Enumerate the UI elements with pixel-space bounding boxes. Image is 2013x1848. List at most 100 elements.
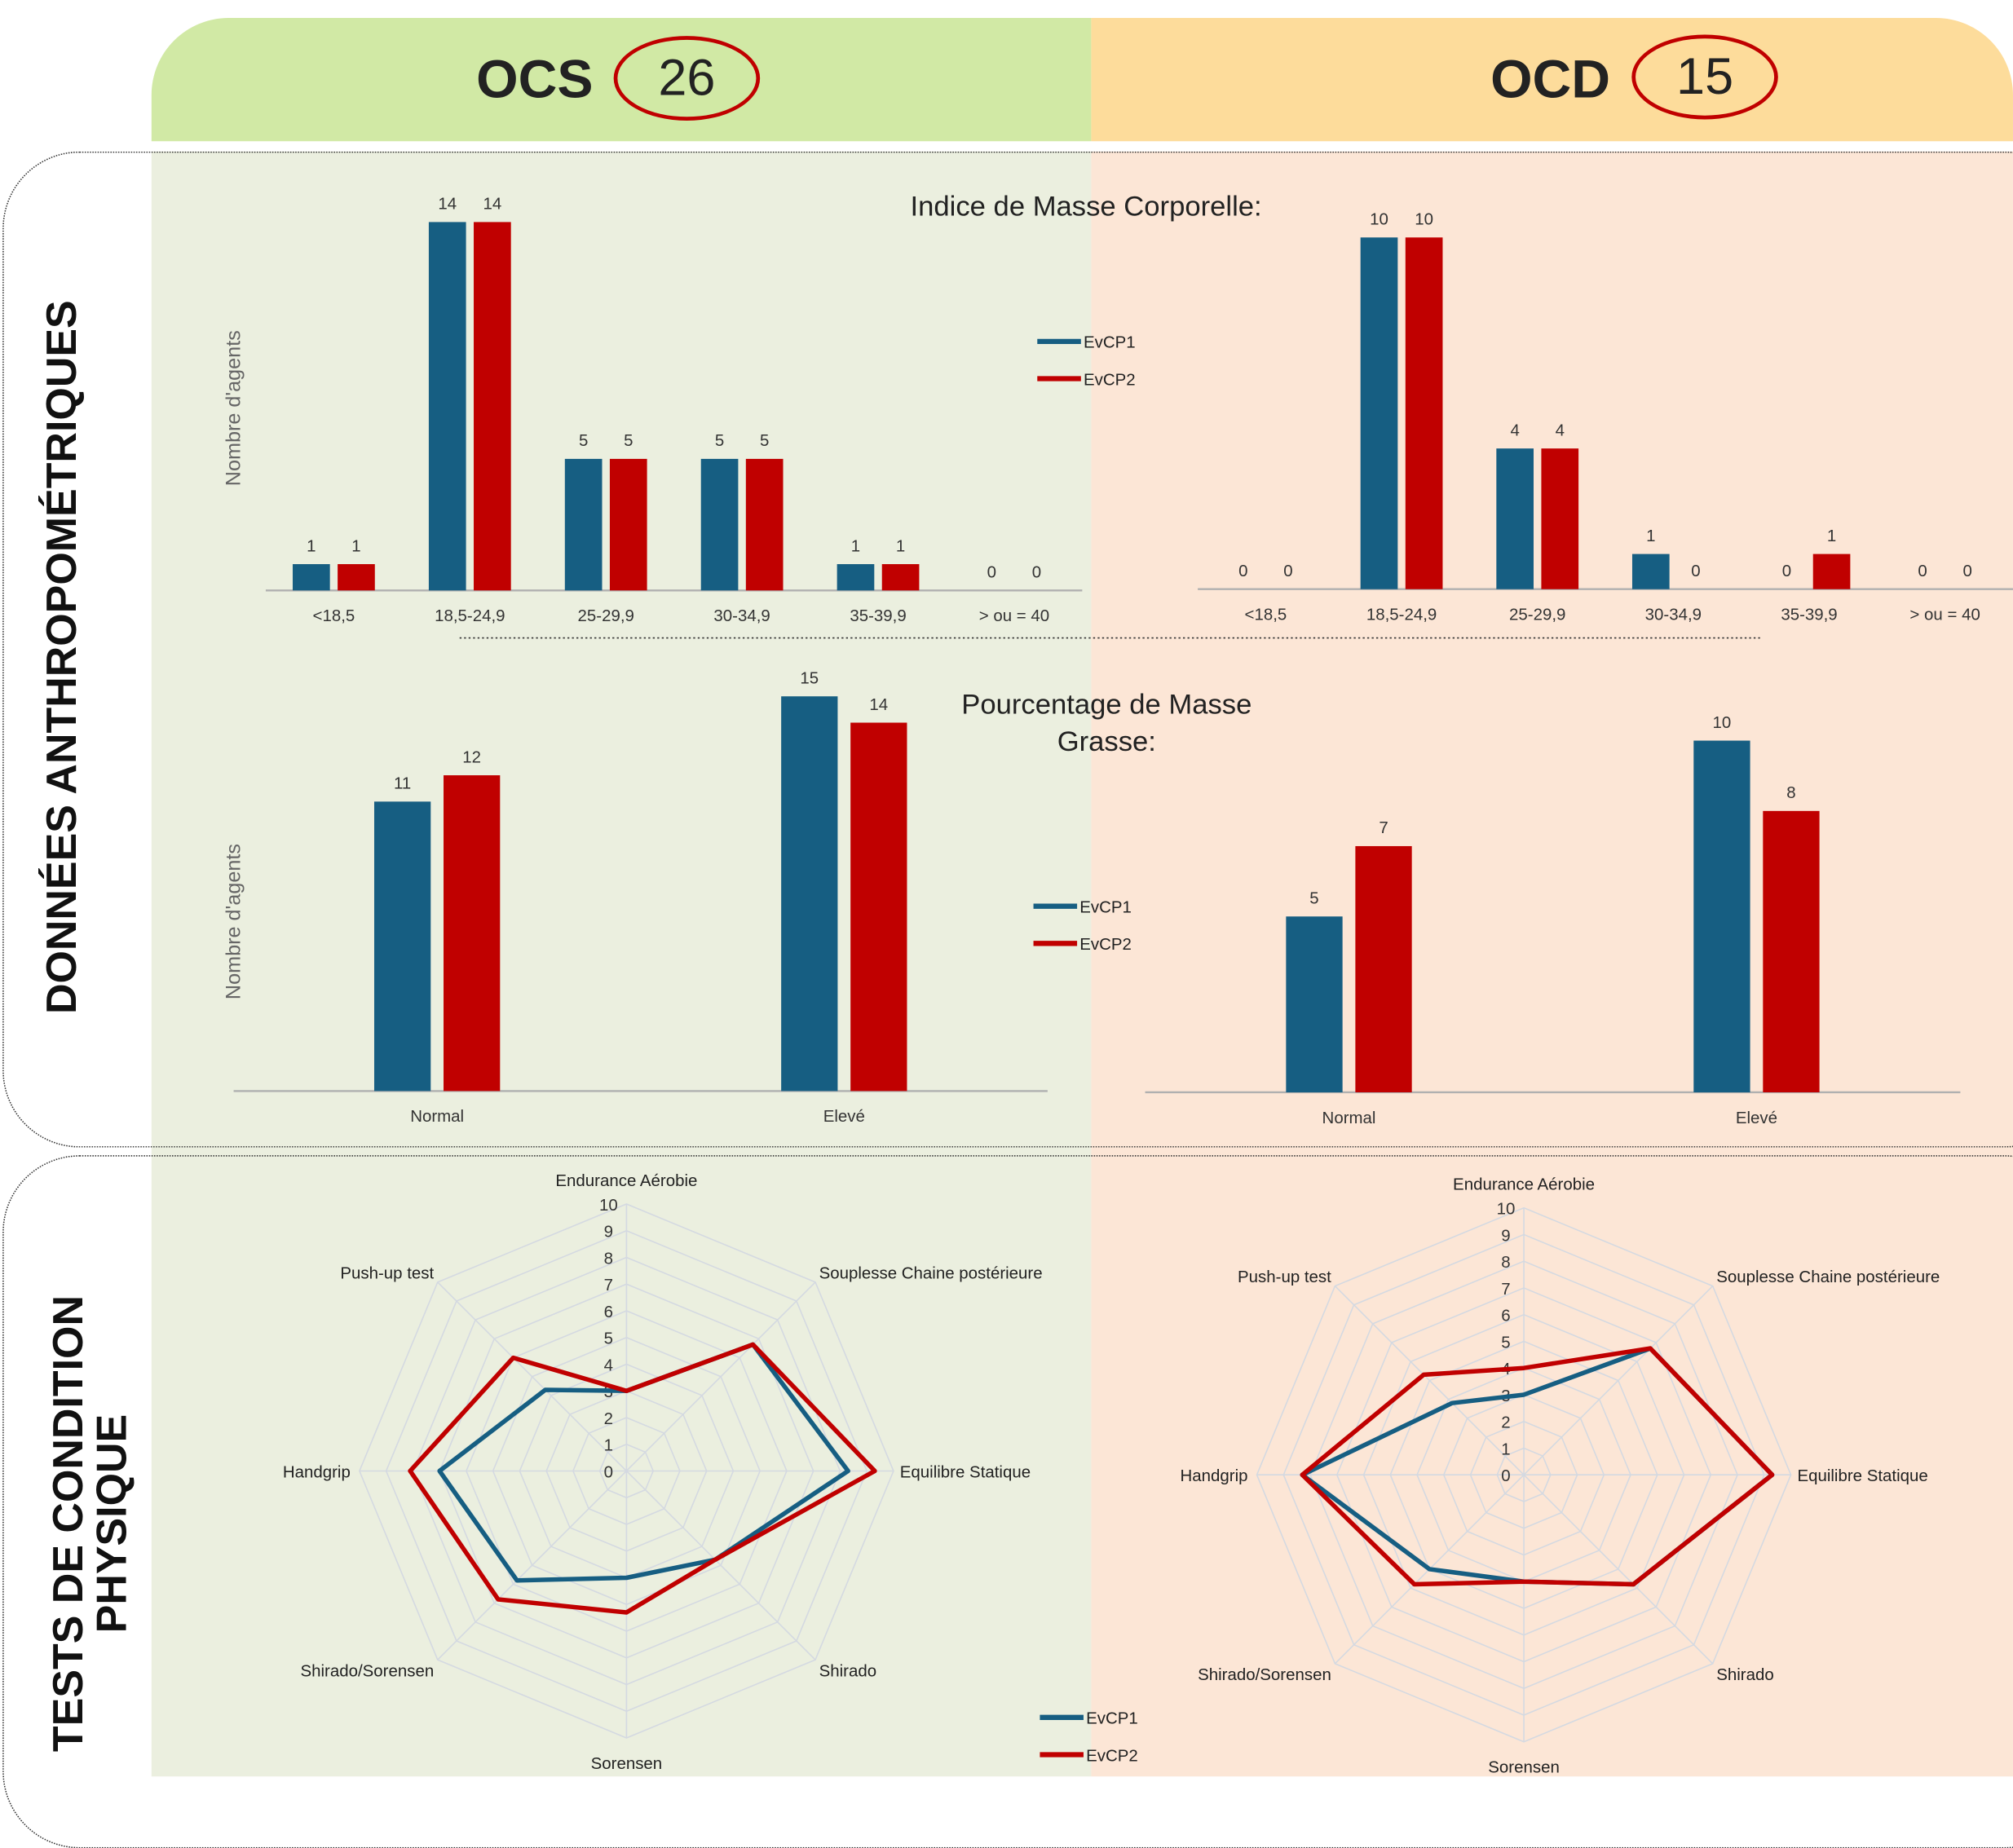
mg-ocs-tick-label: Elevé [823,1107,865,1126]
radar-ocd-tick-label: 10 [1497,1200,1516,1219]
ocs-panel-background [151,151,1092,1777]
imc-ocd-bar-evcp2-4 [1812,554,1851,589]
imc-ocs-tick-label: 30-34,9 [713,606,770,625]
imc-ocs-data-label: 1 [896,536,905,555]
mg-ocd-bar-evcp2-1 [1763,810,1820,1092]
radar-ocs-tick-label: 9 [604,1223,613,1242]
imc-ocd-bar-evcp2-2 [1541,448,1579,589]
imc-ocs-tick-label: 18,5-24,9 [435,606,505,625]
radar-ocd-axis-label: Souplesse Chaine postérieure [1716,1268,1940,1286]
imc-ocd-data-label: 1 [1646,527,1655,545]
radar-ocs-spoke [625,1470,816,1661]
imc-ocd-data-label: 10 [1415,210,1433,229]
imc-ocs-data-label: 14 [438,195,457,214]
radar-ocd-tick-label: 2 [1501,1414,1510,1432]
radar-ocd-axis-label: Sorensen [1488,1758,1560,1777]
radar-ocs-axis-label: Souplesse Chaine postérieure [819,1264,1043,1282]
imc-ocd-data-label: 0 [1691,562,1700,580]
mg-ocs-data-label: 11 [394,774,411,793]
imc-title: Indice de Masse Corporelle: [911,192,1262,223]
radar-ocd-tick-label: 0 [1501,1466,1510,1485]
ocd-panel-background [1091,151,2013,1777]
imc-ocs-bar-evcp1-4 [837,564,875,591]
radar-ocs-series-evcp1 [437,1342,850,1583]
radar-ocd-tick-label: 6 [1501,1307,1510,1325]
imc-ocs-bar-evcp1-0 [293,564,330,591]
ocs-count-badge: 26 [613,36,761,121]
imc-ocs-data-label: 14 [483,195,501,214]
ocd-header [1091,18,2013,142]
imc-ocs-tick-label: <18,5 [313,606,355,625]
mg-ocs-legend-label: EvCP2 [1079,935,1132,954]
radar-ocd-tick-label: 5 [1501,1333,1510,1352]
imc-ocd-tick-label: 18,5-24,9 [1366,606,1437,624]
radar-ocs-tick-label: 0 [604,1462,613,1481]
mg-title-line2: Grasse: [1057,726,1156,757]
radar-ocd-axis-label: Shirado [1716,1665,1774,1684]
imc-ocd-data-label: 0 [1782,562,1791,580]
mg-ocs-bar-evcp2-0 [444,775,501,1092]
mg-title: Pourcentage de Masse [961,689,1252,720]
radar-ocs-series-evcp2 [408,1342,877,1615]
imc-ocd-data-label: 0 [1963,562,1972,580]
imc-ocd-tick-label: 25-29,9 [1509,606,1565,624]
imc-ocd-data-label: 0 [1238,562,1247,580]
ocd-group-name: OCD [1490,48,1611,109]
imc-ocd-bar-evcp1-3 [1631,554,1670,589]
mg-ocd-data-label: 8 [1786,783,1795,802]
radar-ocs-tick-label: 7 [604,1276,613,1294]
imc-ocd-bar-evcp1-1 [1360,237,1398,589]
radar-ocs-tick-label: 5 [604,1330,613,1348]
imc-ocs-tick-label: 25-29,9 [578,606,634,625]
imc-ocs-data-label: 1 [351,536,360,555]
radar-ocd-tick-label: 1 [1501,1440,1510,1458]
mg-ocd-data-label: 7 [1379,818,1388,837]
imc-ocd-tick-label: 35-39,9 [1781,606,1837,624]
imc-ocs-bar-evcp2-0 [338,564,375,591]
mg-ocs-data-label: 15 [800,668,819,687]
imc-ocs-tick-label: > ou = 40 [979,606,1049,625]
mg-ocd-tick-label: Normal [1322,1109,1376,1127]
imc-ocd-data-label: 0 [1918,562,1927,580]
charts-canvas: Indice de Masse Corporelle: Pourcentage … [222,192,2013,1777]
radar-ocd-axis-label: Endurance Aérobie [1453,1175,1595,1194]
radar-ocs-axis-label: Shirado [819,1661,876,1680]
ocd-count-badge: 15 [1631,34,1778,120]
imc-ocs-tick-label: 35-39,9 [850,606,906,625]
radar-ocs-spoke [437,1470,627,1661]
imc-ocd-tick-label: > ou = 40 [1909,606,1980,624]
imc-ocs-data-label: 0 [1032,563,1041,582]
radar-ocd-series-evcp2 [1300,1346,1775,1587]
radar-ocs-legend-label: EvCP2 [1086,1746,1138,1765]
radar-ocs-axis-label: Endurance Aérobie [555,1171,697,1190]
mg-ocs-legend-label: EvCP1 [1079,898,1132,917]
imc-ocs-bar-evcp1-2 [564,458,603,591]
radar-ocs-spoke [437,1281,627,1472]
radar-ocd-spoke [1523,1286,1714,1475]
imc-ocd-data-label: 10 [1370,210,1388,229]
radar-ocs-axis-label: Handgrip [283,1462,351,1481]
imc-ocd-tick-label: 30-34,9 [1645,606,1702,624]
imc-ocs-bar-evcp2-4 [881,564,920,591]
mg-ocd-tick-label: Elevé [1736,1109,1777,1127]
mg-ocd-data-label: 5 [1309,889,1318,908]
mg-ocs-data-label: 12 [462,748,481,766]
imc-ocd-bar-evcp2-1 [1405,237,1443,589]
radar-ocd-tick-label: 8 [1501,1253,1510,1272]
imc-ocd-bar-evcp1-2 [1496,448,1534,589]
mg-ocs-bar-evcp1-1 [781,696,838,1092]
radar-ocs-axis-label: Equilibre Statique [900,1462,1031,1481]
ocs-group-name: OCS [476,48,594,109]
imc-ocd-data-label: 4 [1556,421,1565,439]
imc-ocs-ylabel: Nombre d'agents [222,330,245,486]
radar-ocs-tick-label: 1 [604,1436,613,1455]
radar-ocd-tick-label: 9 [1501,1226,1510,1245]
radar-ocd-axis-label: Push-up test [1238,1268,1331,1286]
radar-ocd-spoke [1523,1474,1714,1665]
radar-ocd-spoke [1334,1286,1525,1475]
imc-ocs-data-label: 5 [715,431,724,450]
mg-ocs-bar-evcp2-1 [850,722,907,1092]
mg-ocd-bar-evcp1-0 [1286,916,1343,1092]
radar-ocs-tick-label: 4 [604,1356,613,1374]
radar-ocd-tick-label: 7 [1501,1280,1510,1299]
